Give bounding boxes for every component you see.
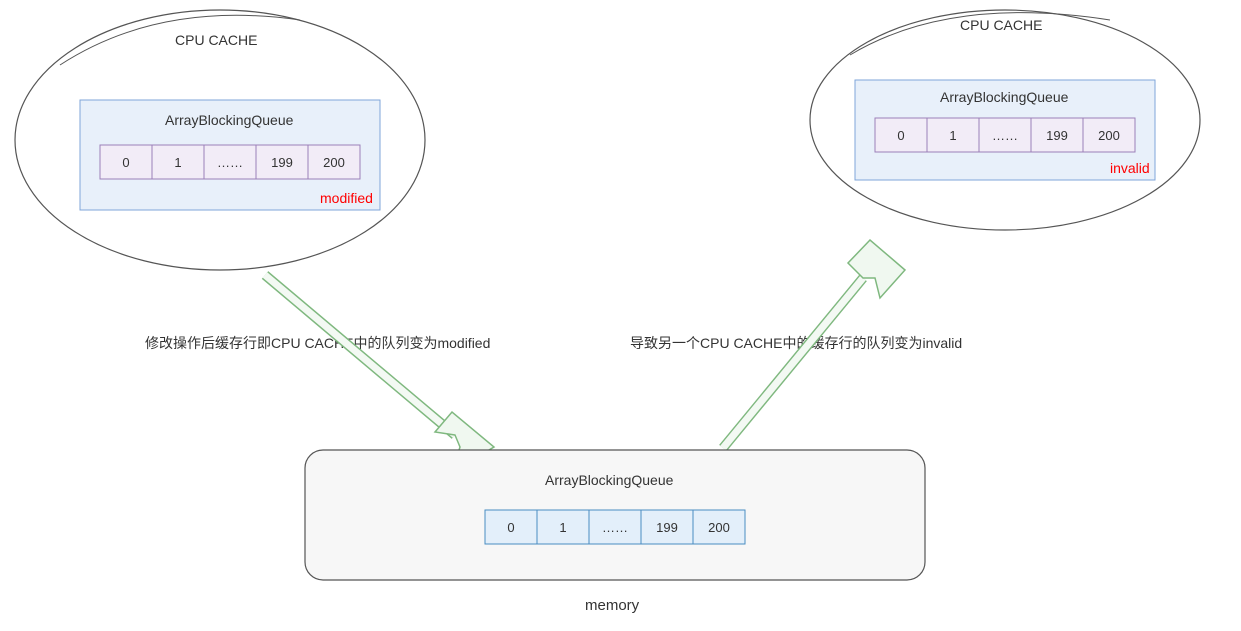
queue-cell-value: 0	[507, 520, 514, 535]
queue-cell-value: 200	[1098, 128, 1120, 143]
cache-right-status: invalid	[1110, 160, 1150, 176]
arrow-right: 导致另一个CPU CACHE中的缓存行的队列变为invalid	[630, 240, 962, 448]
cpu-cache-left: CPU CACHE ArrayBlockingQueue 01……199200 …	[15, 10, 425, 270]
queue-cell-value: 199	[656, 520, 678, 535]
arrow-left: 修改操作后缓存行即CPU CACHE中的队列变为modified	[145, 275, 494, 472]
queue-cell-value: 200	[708, 520, 730, 535]
cache-left-cells: 0 1 …… 199 200	[100, 145, 360, 179]
arrow-left-text: 修改操作后缓存行即CPU CACHE中的队列变为modified	[145, 335, 490, 351]
queue-cell-value: 200	[323, 155, 345, 170]
memory-cells: 0 1 …… 199 200	[485, 510, 745, 544]
cache-right-cells: 0 1 …… 199 200	[875, 118, 1135, 152]
queue-cell-value: 1	[174, 155, 181, 170]
queue-cell-value: ……	[602, 520, 628, 535]
queue-cell-value: 1	[559, 520, 566, 535]
cpu-cache-right: CPU CACHE ArrayBlockingQueue 01……199200 …	[810, 10, 1200, 230]
queue-cell-value: 0	[897, 128, 904, 143]
cache-left-title: CPU CACHE	[175, 32, 257, 48]
cache-right-queue-label: ArrayBlockingQueue	[940, 89, 1069, 105]
memory-title: memory	[585, 597, 640, 614]
cache-left-queue-label: ArrayBlockingQueue	[165, 112, 294, 128]
queue-cell-value: 199	[1046, 128, 1068, 143]
cache-left-status: modified	[320, 190, 373, 206]
memory-block: ArrayBlockingQueue 0 1 …… 199 200 memory	[305, 450, 925, 614]
queue-cell-value: 0	[122, 155, 129, 170]
queue-cell-value: ……	[217, 155, 243, 170]
cache-right-title: CPU CACHE	[960, 17, 1042, 33]
queue-cell-value: 199	[271, 155, 293, 170]
queue-cell-value: 1	[949, 128, 956, 143]
queue-cell-value: ……	[992, 128, 1018, 143]
arrow-right-text: 导致另一个CPU CACHE中的缓存行的队列变为invalid	[630, 335, 962, 351]
memory-queue-label: ArrayBlockingQueue	[545, 472, 674, 488]
